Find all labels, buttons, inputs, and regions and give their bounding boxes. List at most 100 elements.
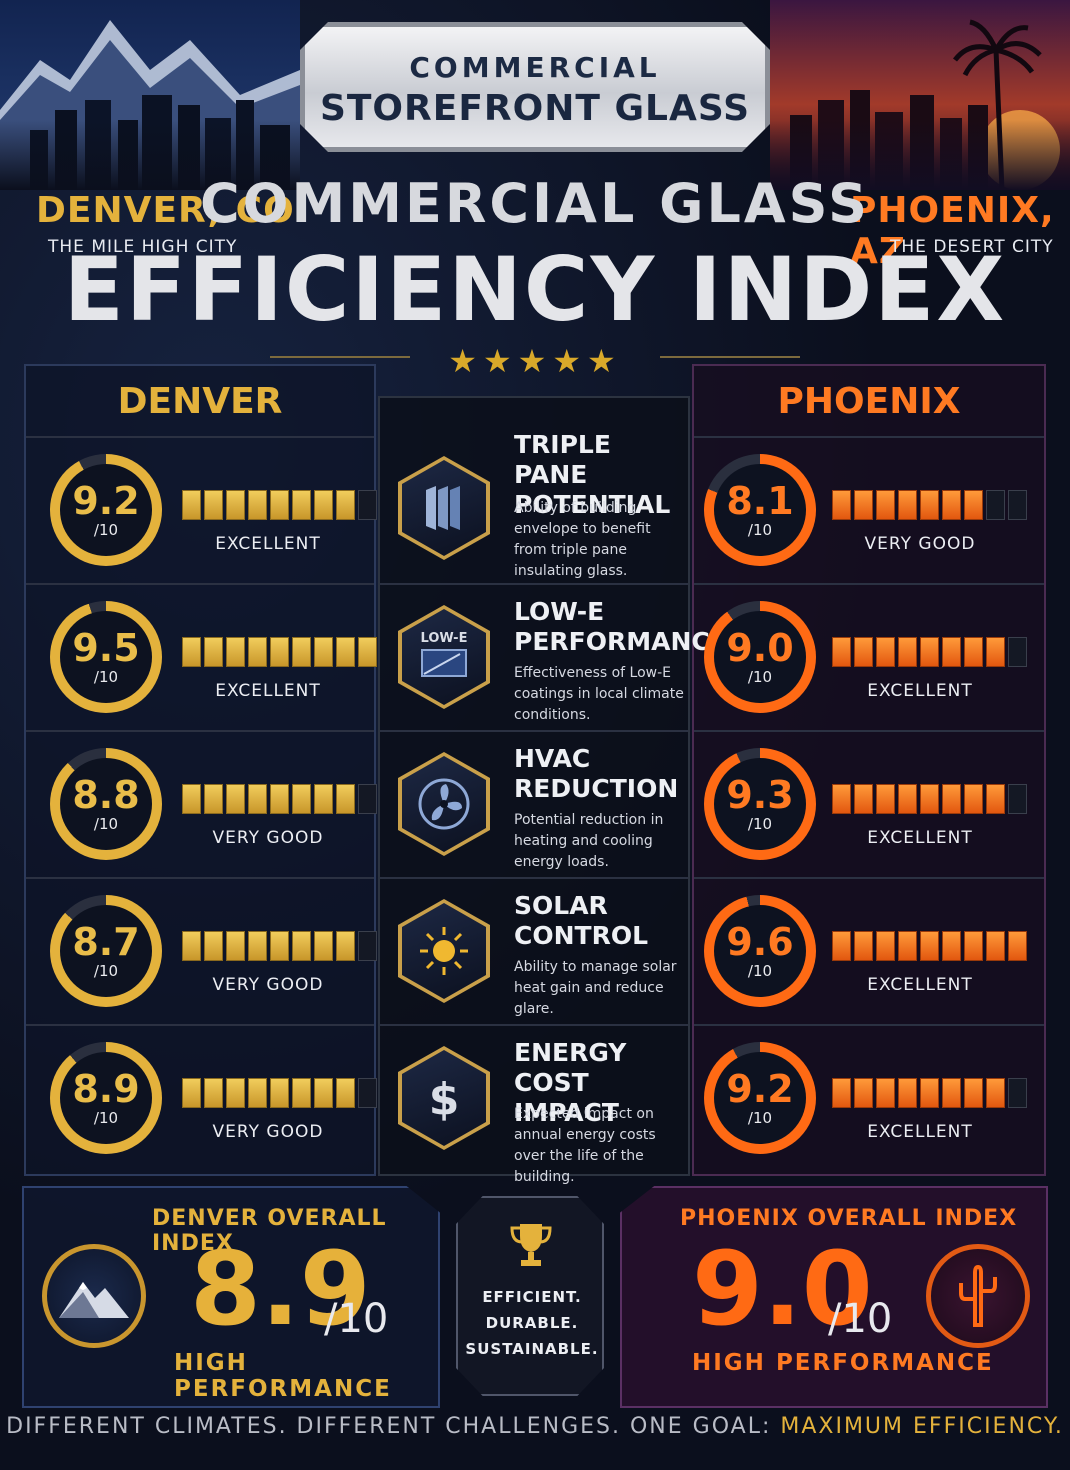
denver-overall-score: 8.9 bbox=[190, 1230, 371, 1349]
denver-score-ring: 8.8 /10 bbox=[50, 748, 162, 860]
denver-bar-segment bbox=[226, 784, 245, 814]
denver-bar-segment bbox=[292, 1078, 311, 1108]
phoenix-bar-segment bbox=[832, 931, 851, 961]
storefront-glass-badge: COMMERCIAL STOREFRONT GLASS bbox=[300, 22, 770, 152]
phoenix-skyline-image bbox=[770, 0, 1070, 190]
phoenix-overall-panel: PHOENIX OVERALL INDEX 9.0 /10 HIGH PERFO… bbox=[620, 1186, 1048, 1408]
denver-bar-segment bbox=[270, 490, 289, 520]
phoenix-bar-segment bbox=[942, 637, 961, 667]
denver-score-ring-center: 9.2 /10 bbox=[60, 464, 152, 556]
phoenix-score-value: 9.0 bbox=[726, 626, 794, 670]
metric-description-row: HVAC REDUCTION Potential reduction in he… bbox=[380, 730, 688, 876]
denver-score-value: 9.2 bbox=[72, 479, 140, 523]
phoenix-metric-row: 8.1 /10 VERY GOOD bbox=[694, 436, 1044, 582]
page-title-line2: EFFICIENCY INDEX bbox=[63, 238, 1007, 341]
phoenix-score-denominator: /10 bbox=[747, 962, 773, 980]
metric-description-row: TRIPLE PANE POTENTIAL Ability of buildin… bbox=[380, 430, 688, 582]
phoenix-column-header: PHOENIX bbox=[777, 381, 961, 422]
denver-bar-segment bbox=[314, 1078, 333, 1108]
phoenix-bar-segment bbox=[876, 637, 895, 667]
denver-skyline-image bbox=[0, 0, 300, 190]
denver-score-denominator: /10 bbox=[93, 1109, 119, 1127]
denver-metric-row: 9.2 /10 EXCELLENT bbox=[26, 436, 377, 582]
phoenix-metric-row: 9.0 /10 EXCELLENT bbox=[694, 583, 1044, 729]
dollar-icon: $ bbox=[402, 1050, 486, 1146]
denver-bar-segment bbox=[336, 1078, 355, 1108]
phoenix-rating-label: EXCELLENT bbox=[867, 681, 973, 701]
denver-score-ring: 9.2 /10 bbox=[50, 454, 162, 566]
denver-rating-label: EXCELLENT bbox=[215, 681, 321, 701]
phoenix-bar-segment bbox=[1008, 490, 1027, 520]
rating-stars-icon: ★★★★★ bbox=[448, 342, 622, 380]
title-divider-left bbox=[270, 356, 410, 358]
phoenix-bar-segment bbox=[876, 931, 895, 961]
denver-bar-segment bbox=[248, 784, 267, 814]
denver-bar-segment bbox=[358, 490, 377, 520]
denver-rating-label: EXCELLENT bbox=[215, 534, 321, 554]
phoenix-score-denominator: /10 bbox=[747, 668, 773, 686]
denver-score-value: 9.5 bbox=[72, 626, 140, 670]
denver-bar-segment bbox=[204, 931, 223, 961]
mountain-skyline-graphic bbox=[0, 20, 300, 190]
phoenix-score-value: 8.1 bbox=[726, 479, 794, 523]
denver-score-bar bbox=[182, 1078, 377, 1108]
denver-rating-label: VERY GOOD bbox=[212, 975, 324, 995]
denver-bar-segment bbox=[314, 637, 333, 667]
phoenix-bar-segment bbox=[1008, 637, 1027, 667]
page-title-line1: COMMERCIAL GLASS bbox=[199, 172, 871, 235]
denver-bar-segment bbox=[226, 1078, 245, 1108]
metric-title: ENERGY COST IMPACT bbox=[514, 1038, 627, 1127]
phoenix-bar-segment bbox=[876, 784, 895, 814]
denver-score-bar bbox=[182, 490, 377, 520]
low-e-icon: LOW-E bbox=[402, 609, 486, 705]
phoenix-bar-segment bbox=[898, 931, 917, 961]
phoenix-bar-segment bbox=[876, 1078, 895, 1108]
phoenix-city-subtitle: THE DESERT CITY bbox=[890, 237, 1054, 257]
phoenix-bar-segment bbox=[854, 784, 873, 814]
denver-score-denominator: /10 bbox=[93, 962, 119, 980]
denver-city-name: DENVER, CO bbox=[36, 190, 295, 231]
denver-bar-segment bbox=[314, 784, 333, 814]
phoenix-overall-label: HIGH PERFORMANCE bbox=[692, 1350, 994, 1376]
phoenix-overall-denominator: /10 bbox=[828, 1296, 893, 1342]
denver-bar-segment bbox=[204, 1078, 223, 1108]
title-divider-right bbox=[660, 356, 800, 358]
glass-panes-icon-frame bbox=[398, 456, 490, 560]
denver-bar-segment bbox=[226, 490, 245, 520]
denver-bar-segment bbox=[270, 1078, 289, 1108]
phoenix-score-ring: 9.3 /10 bbox=[704, 748, 816, 860]
phoenix-bar-segment bbox=[854, 490, 873, 520]
denver-bar-segment bbox=[204, 637, 223, 667]
metric-title: HVAC REDUCTION bbox=[514, 744, 679, 803]
phoenix-rating-label: EXCELLENT bbox=[867, 975, 973, 995]
denver-bar-segment bbox=[182, 490, 201, 520]
denver-bar-segment bbox=[270, 784, 289, 814]
phoenix-score-ring-center: 9.6 /10 bbox=[714, 905, 806, 997]
denver-score-ring-center: 8.9 /10 bbox=[60, 1052, 152, 1144]
motto-line2: DURABLE. bbox=[485, 1314, 579, 1332]
phoenix-rating-label: EXCELLENT bbox=[867, 1122, 973, 1142]
phoenix-bar-segment bbox=[964, 490, 983, 520]
sun-icon bbox=[402, 903, 486, 999]
denver-bar-segment bbox=[358, 1078, 377, 1108]
phoenix-bar-segment bbox=[942, 490, 961, 520]
footer-text: DIFFERENT CLIMATES. DIFFERENT CHALLENGES… bbox=[6, 1414, 772, 1439]
fan-icon bbox=[402, 756, 486, 852]
denver-metric-row: 8.7 /10 VERY GOOD bbox=[26, 877, 377, 1023]
denver-bar-segment bbox=[292, 637, 311, 667]
denver-score-ring-center: 8.8 /10 bbox=[60, 758, 152, 850]
phoenix-bar-segment bbox=[898, 1078, 917, 1108]
denver-bar-segment bbox=[314, 490, 333, 520]
denver-overall-denominator: /10 bbox=[324, 1296, 389, 1342]
motto-panel: EFFICIENT. DURABLE. SUSTAINABLE. bbox=[456, 1196, 604, 1396]
phoenix-bar-segment bbox=[942, 1078, 961, 1108]
denver-score-ring-center: 8.7 /10 bbox=[60, 905, 152, 997]
footer-tagline: DIFFERENT CLIMATES. DIFFERENT CHALLENGES… bbox=[0, 1410, 1070, 1444]
phoenix-metric-row: 9.2 /10 EXCELLENT bbox=[694, 1024, 1044, 1170]
phoenix-bar-segment bbox=[832, 637, 851, 667]
metric-description-row: SOLAR CONTROL Ability to manage solar he… bbox=[380, 877, 688, 1023]
denver-score-bar bbox=[182, 931, 377, 961]
metric-description: Potential reduction in heating and cooli… bbox=[514, 812, 664, 870]
denver-bar-segment bbox=[182, 1078, 201, 1108]
denver-metric-row: 8.8 /10 VERY GOOD bbox=[26, 730, 377, 876]
